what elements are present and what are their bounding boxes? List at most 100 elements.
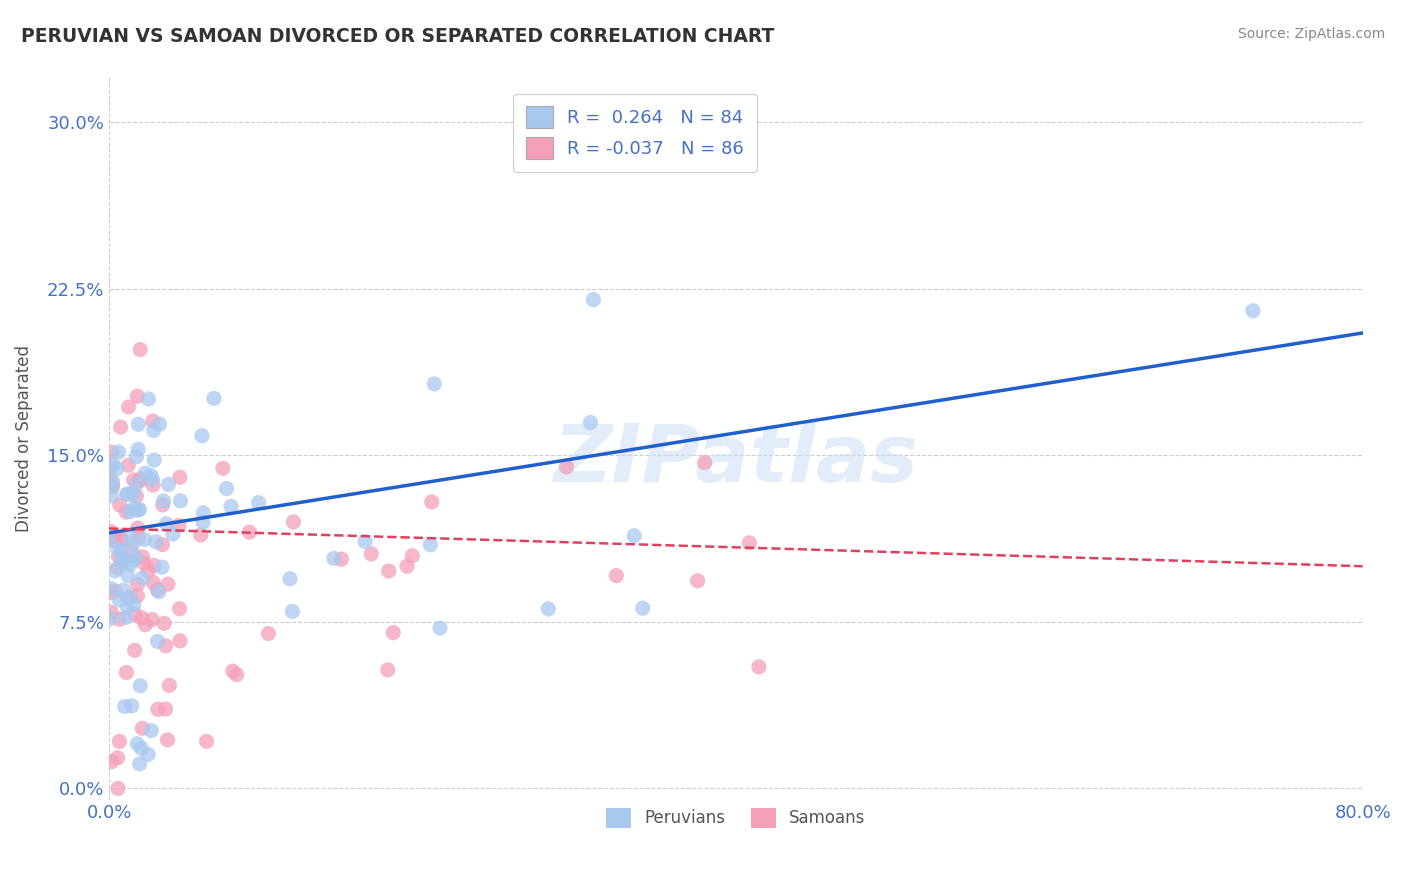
Text: ZIPatlas: ZIPatlas xyxy=(554,421,918,500)
Point xyxy=(122,598,145,612)
Point xyxy=(108,593,131,607)
Point xyxy=(110,533,132,548)
Point xyxy=(120,557,142,571)
Point xyxy=(108,612,131,626)
Point xyxy=(115,487,138,501)
Point xyxy=(127,577,149,591)
Point xyxy=(127,442,149,457)
Point xyxy=(419,538,441,552)
Point xyxy=(125,489,148,503)
Point xyxy=(212,461,235,475)
Point xyxy=(101,479,124,493)
Point xyxy=(555,460,578,475)
Point xyxy=(395,559,418,574)
Point xyxy=(215,482,238,496)
Point xyxy=(128,502,150,516)
Point xyxy=(156,577,179,591)
Point xyxy=(225,667,247,681)
Point xyxy=(146,582,169,597)
Point xyxy=(582,293,605,307)
Point xyxy=(121,537,143,551)
Point xyxy=(107,781,129,796)
Point xyxy=(122,487,145,501)
Point xyxy=(631,601,654,615)
Point xyxy=(105,461,128,475)
Point xyxy=(139,468,162,483)
Point xyxy=(108,498,131,512)
Point xyxy=(281,604,304,618)
Point xyxy=(150,538,173,552)
Point xyxy=(100,582,122,596)
Point xyxy=(100,524,122,539)
Point xyxy=(103,530,125,544)
Point xyxy=(330,552,353,566)
Point xyxy=(191,429,214,443)
Point xyxy=(110,532,132,546)
Point xyxy=(111,555,134,569)
Point xyxy=(153,616,176,631)
Point xyxy=(100,605,122,619)
Point xyxy=(146,702,169,716)
Point xyxy=(103,533,125,548)
Point xyxy=(623,529,645,543)
Point xyxy=(124,500,146,515)
Point xyxy=(131,721,153,735)
Point xyxy=(157,678,180,692)
Point xyxy=(107,549,129,564)
Point xyxy=(117,568,139,582)
Point xyxy=(141,473,163,487)
Point xyxy=(420,495,443,509)
Point xyxy=(129,474,152,488)
Point xyxy=(100,585,122,599)
Point xyxy=(101,475,124,490)
Point xyxy=(193,506,215,520)
Point xyxy=(101,755,124,769)
Point xyxy=(169,602,191,616)
Point xyxy=(111,556,134,570)
Point xyxy=(114,699,136,714)
Point xyxy=(169,470,191,484)
Point xyxy=(148,584,170,599)
Point xyxy=(155,702,177,716)
Point xyxy=(124,550,146,565)
Point xyxy=(157,477,180,491)
Point xyxy=(98,461,121,475)
Point xyxy=(354,534,377,549)
Point xyxy=(127,589,149,603)
Point xyxy=(101,489,124,503)
Point xyxy=(360,547,382,561)
Point xyxy=(127,531,149,545)
Point xyxy=(382,625,405,640)
Point xyxy=(146,634,169,648)
Point xyxy=(190,528,212,542)
Point xyxy=(131,741,153,756)
Point xyxy=(127,417,149,432)
Point xyxy=(118,505,141,519)
Text: PERUVIAN VS SAMOAN DIVORCED OR SEPARATED CORRELATION CHART: PERUVIAN VS SAMOAN DIVORCED OR SEPARATED… xyxy=(21,27,775,45)
Point xyxy=(156,732,179,747)
Point xyxy=(101,479,124,493)
Point xyxy=(129,472,152,486)
Point xyxy=(136,747,159,762)
Point xyxy=(131,571,153,585)
Point xyxy=(377,663,399,677)
Point xyxy=(202,392,225,406)
Point xyxy=(124,643,146,657)
Point xyxy=(101,458,124,472)
Point xyxy=(98,612,121,626)
Point xyxy=(121,544,143,558)
Point xyxy=(579,416,602,430)
Point xyxy=(128,756,150,771)
Point xyxy=(117,487,139,501)
Point xyxy=(142,478,165,492)
Point xyxy=(122,473,145,487)
Point xyxy=(162,527,184,541)
Point xyxy=(145,534,167,549)
Point xyxy=(152,494,174,508)
Point xyxy=(117,591,139,606)
Legend: Peruvians, Samoans: Peruvians, Samoans xyxy=(600,801,872,835)
Point xyxy=(101,474,124,488)
Point xyxy=(142,414,165,428)
Point xyxy=(152,498,174,512)
Point xyxy=(150,560,173,574)
